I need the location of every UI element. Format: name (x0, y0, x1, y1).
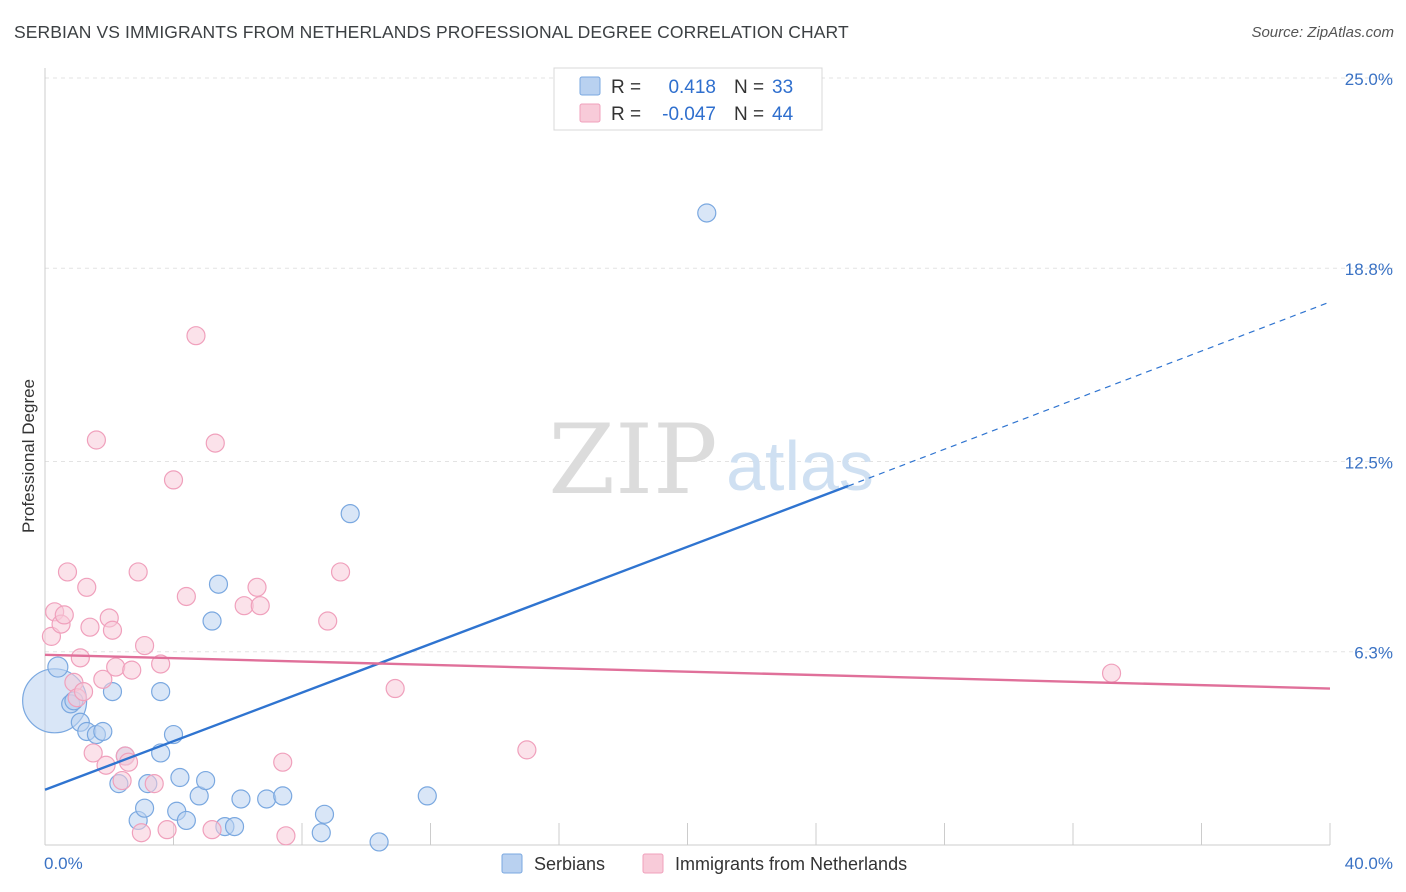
point-serbians-34 (697, 203, 717, 223)
point-serbians-23 (208, 574, 229, 594)
point-netherlands-14 (96, 755, 116, 775)
legend-n-label-1: N = (734, 77, 764, 98)
x-tick-label-1: 40.0% (1345, 854, 1393, 873)
point-netherlands-8 (73, 681, 94, 702)
point-netherlands-39 (330, 562, 351, 582)
point-netherlands-23 (131, 823, 151, 843)
legend-n-value-2: 44 (772, 104, 794, 125)
legend-r-value-2: -0.047 (662, 104, 716, 125)
point-serbians-18 (170, 767, 190, 788)
legend-n-label-2: N = (734, 104, 764, 125)
point-netherlands-16 (102, 620, 123, 640)
point-netherlands-22 (128, 562, 148, 582)
point-netherlands-26 (151, 654, 171, 674)
point-netherlands-29 (176, 586, 196, 607)
stats-legend: R = 0.418 N = 33 R = -0.047 N = 44 (553, 67, 823, 131)
point-serbians-26 (231, 789, 251, 809)
trend-extension-serbians (847, 301, 1331, 487)
series-legend-swatch-netherlands (642, 853, 664, 874)
x-tick-label-0: 0.0% (44, 854, 83, 873)
trend-line-serbians (44, 484, 849, 791)
point-netherlands-36 (273, 752, 293, 772)
point-netherlands-7 (70, 648, 90, 668)
point-serbians-32 (369, 832, 389, 852)
point-netherlands-31 (202, 820, 222, 840)
point-netherlands-30 (186, 326, 206, 346)
series-legend-swatch-serbians (501, 853, 523, 874)
point-netherlands-13 (93, 669, 113, 689)
point-serbians-21 (196, 770, 216, 791)
point-netherlands-32 (205, 433, 225, 453)
point-serbians-27 (257, 789, 277, 809)
source-label: Source: ZipAtlas.com (1251, 24, 1394, 41)
point-serbians-25 (224, 816, 245, 837)
point-serbians-29 (311, 823, 331, 843)
point-serbians-33 (417, 786, 437, 806)
point-serbians-12 (134, 798, 155, 818)
legend-swatch-netherlands (579, 103, 601, 123)
legend-r-label-2: R = (611, 104, 641, 125)
point-netherlands-33 (234, 596, 254, 616)
trend-lines (44, 301, 1331, 791)
point-serbians-1 (47, 656, 69, 678)
x-tick-labels: 0.0% 40.0% (44, 854, 1393, 873)
point-netherlands-12 (86, 430, 107, 450)
legend-n-value-1: 33 (772, 77, 793, 98)
chart-title: SERBIAN VS IMMIGRANTS FROM NETHERLANDS P… (14, 22, 849, 42)
y-axis-label: Professional Degree (19, 379, 38, 533)
point-netherlands-40 (385, 678, 405, 699)
point-serbians-14 (151, 681, 171, 702)
point-serbians-7 (93, 721, 113, 742)
point-netherlands-24 (134, 635, 155, 656)
series-legend: Serbians Immigrants from Netherlands (501, 853, 907, 874)
series-legend-label-serbians: Serbians (534, 854, 605, 874)
watermark-atlas: atlas (726, 427, 874, 505)
trend-line-netherlands (44, 653, 1331, 690)
y-tick-label-1: 12.5% (1345, 454, 1393, 473)
point-netherlands-28 (163, 470, 184, 490)
point-serbians-22 (202, 611, 222, 631)
y-tick-label-3: 25.0% (1345, 70, 1393, 89)
point-netherlands-18 (112, 770, 132, 791)
y-tick-labels: 6.3% 12.5% 18.8% 25.0% (1345, 70, 1393, 663)
point-netherlands-34 (247, 577, 267, 597)
watermark: ZIP atlas (548, 404, 874, 516)
point-serbians-30 (314, 804, 335, 824)
point-netherlands-25 (144, 774, 164, 794)
point-netherlands-9 (77, 577, 97, 597)
y-tick-label-0: 6.3% (1354, 644, 1393, 663)
data-points (22, 203, 1122, 852)
grid (45, 77, 1395, 653)
watermark-zip: ZIP (548, 404, 717, 516)
point-netherlands-11 (83, 743, 103, 763)
legend-r-label-1: R = (611, 77, 641, 98)
y-tick-label-2: 18.8% (1345, 260, 1393, 279)
legend-r-value-1: 0.418 (668, 77, 716, 98)
point-netherlands-10 (80, 617, 100, 637)
point-netherlands-38 (318, 611, 338, 631)
point-serbians-28 (273, 786, 293, 806)
point-netherlands-21 (122, 660, 142, 680)
point-netherlands-41 (517, 740, 537, 760)
point-netherlands-42 (1101, 663, 1122, 683)
point-netherlands-35 (250, 596, 270, 616)
point-netherlands-17 (106, 657, 126, 677)
point-netherlands-4 (57, 562, 78, 582)
point-serbians-19 (176, 810, 196, 831)
legend-swatch-serbians (579, 76, 601, 96)
point-netherlands-3 (54, 605, 74, 625)
point-netherlands-27 (157, 820, 177, 840)
point-serbians-31 (340, 504, 360, 524)
point-netherlands-37 (276, 826, 296, 846)
series-legend-label-netherlands: Immigrants from Netherlands (675, 854, 907, 874)
